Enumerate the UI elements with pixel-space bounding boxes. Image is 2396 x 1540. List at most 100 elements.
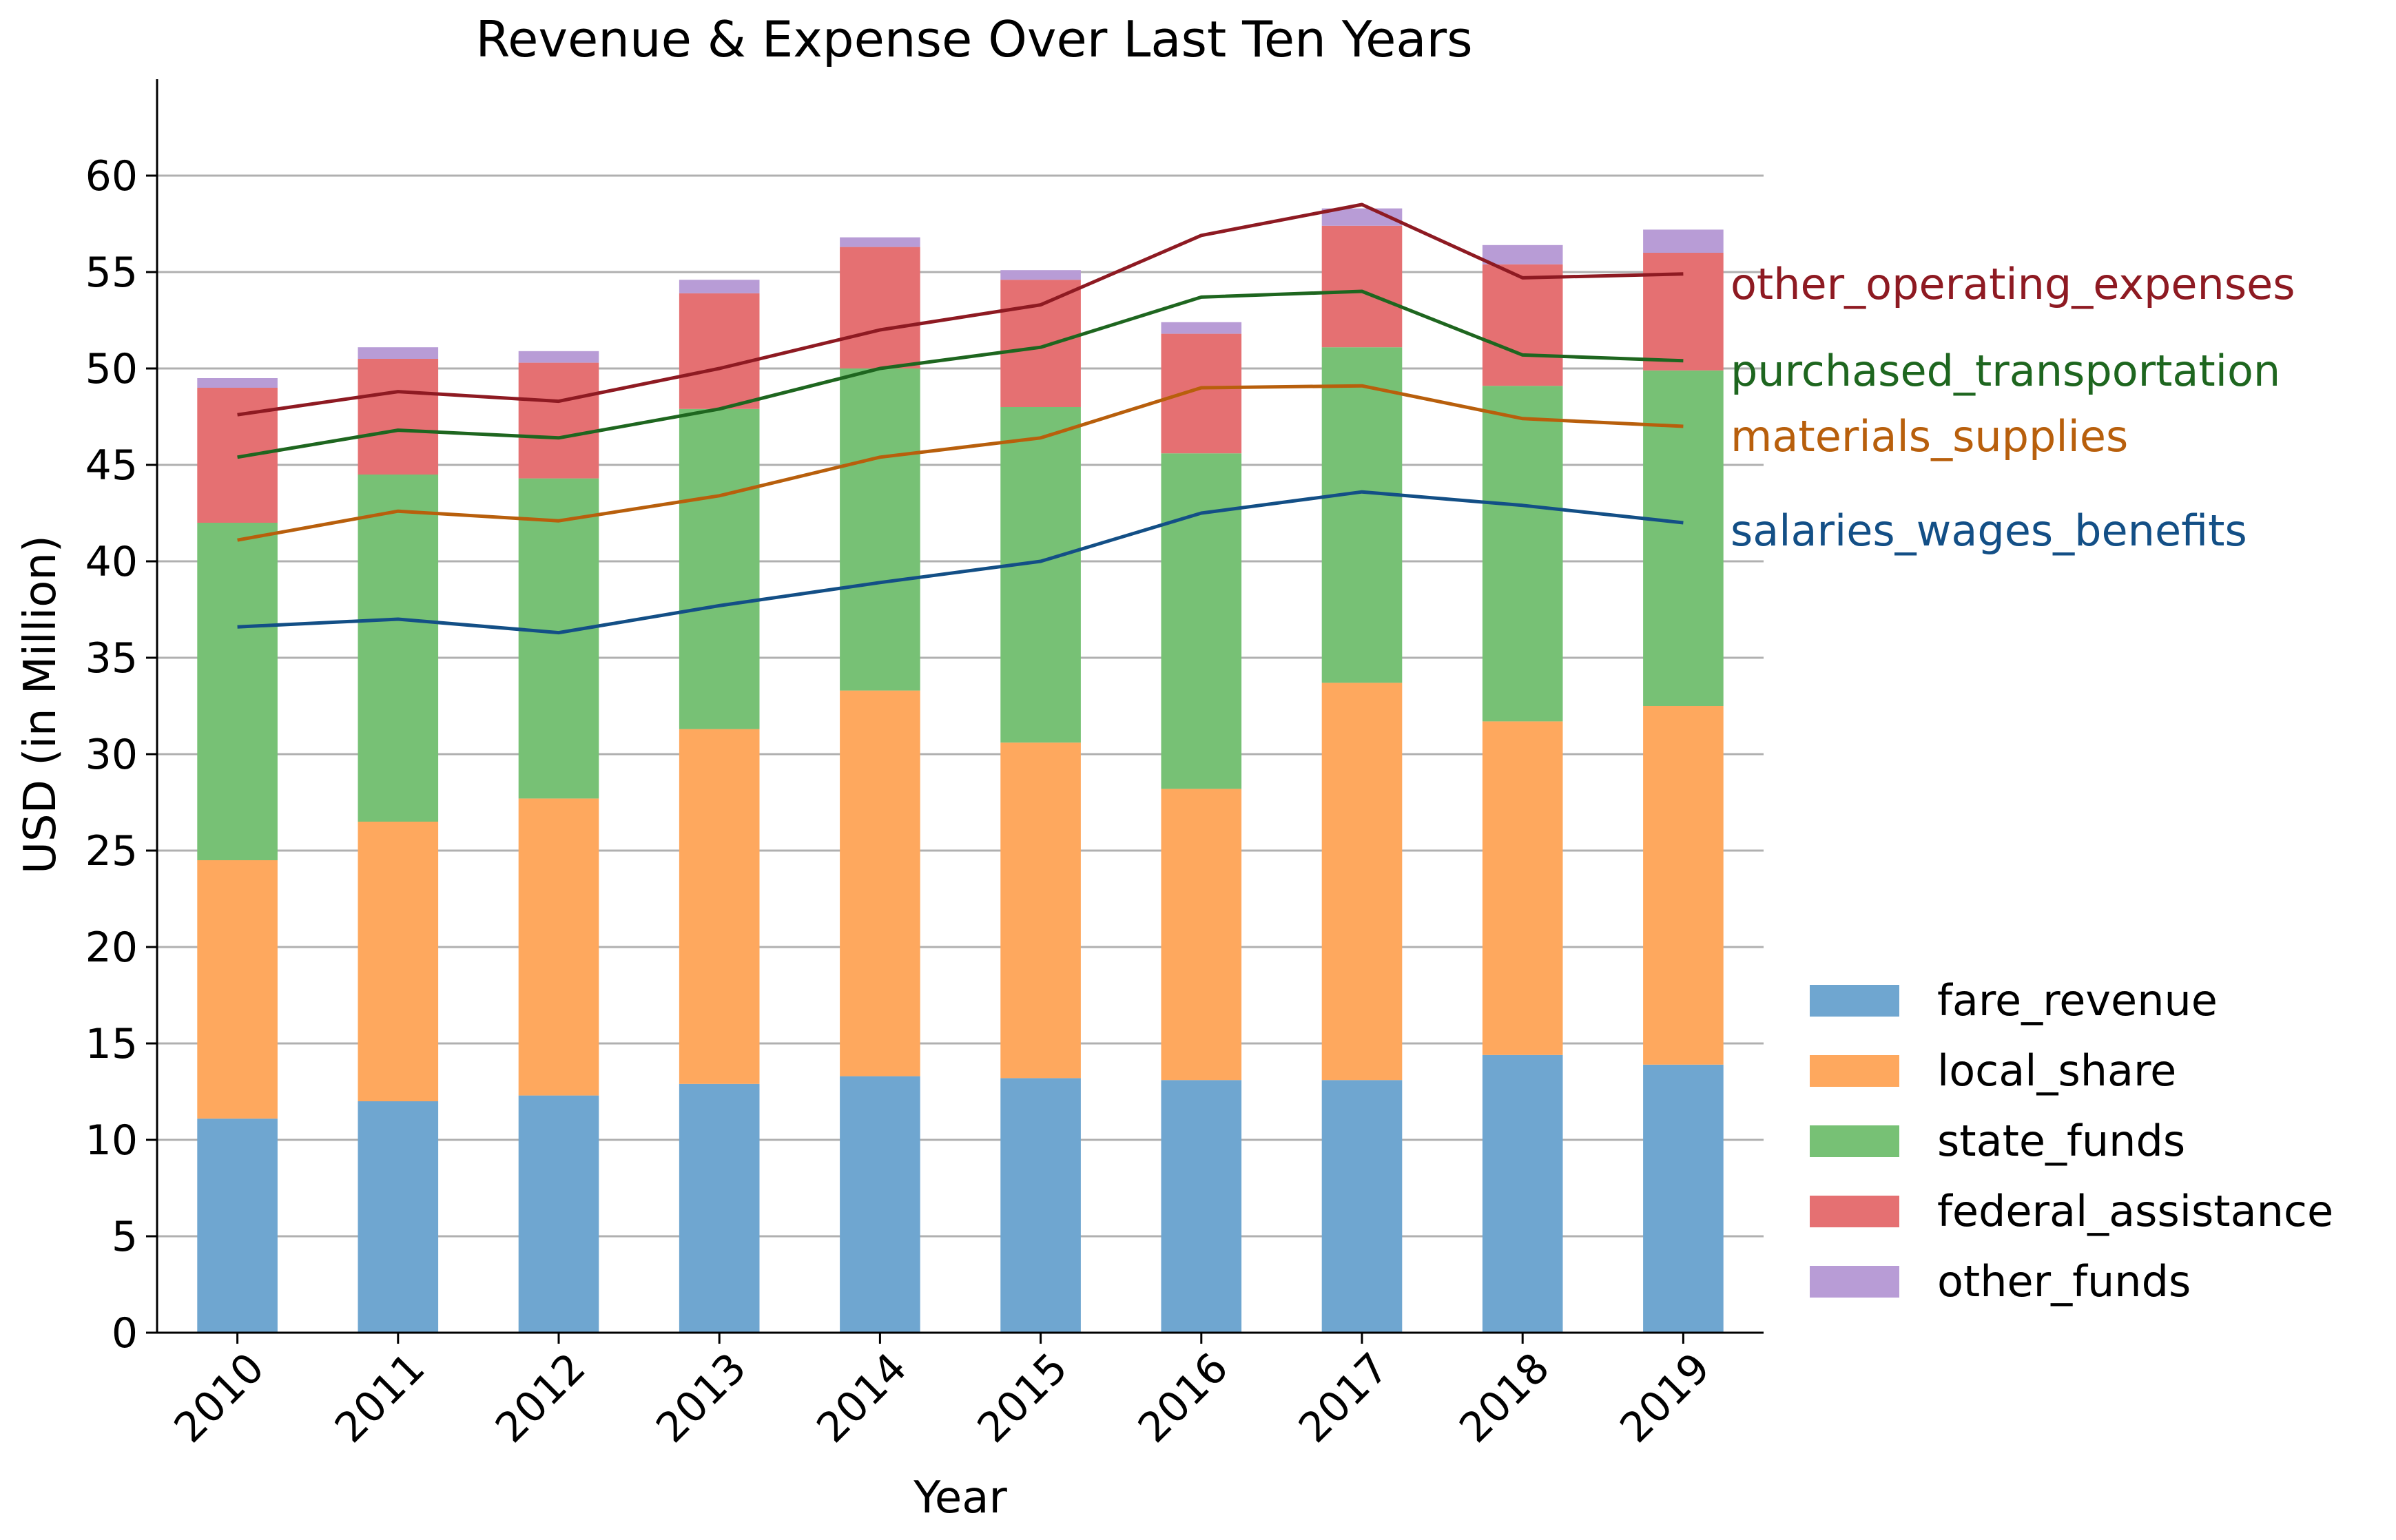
bar-segment-other_funds <box>1000 270 1081 280</box>
legend-label-other_funds: other_funds <box>1937 1256 2191 1307</box>
x-tick-label: 2010 <box>165 1344 273 1452</box>
stacked-bars <box>197 208 1724 1333</box>
y-tick-label: 50 <box>85 345 138 393</box>
bar-segment-other_funds <box>197 378 278 388</box>
x-tick-label: 2012 <box>486 1344 595 1452</box>
bar-segment-other_funds <box>518 351 599 363</box>
x-tick-label: 2018 <box>1450 1344 1558 1452</box>
x-tick-label: 2015 <box>969 1344 1077 1452</box>
line-label-purchased_transportation: purchased_transportation <box>1731 346 2280 396</box>
bar-segment-fare_revenue <box>358 1101 439 1333</box>
bar-segment-fare_revenue <box>1321 1080 1403 1333</box>
bar-segment-state_funds <box>840 368 920 691</box>
bar-segment-federal_assistance <box>1161 333 1242 454</box>
line-other_operating_expenses <box>237 202 1684 417</box>
bar-segment-other_funds <box>840 237 920 247</box>
chart-title: Revenue & Expense Over Last Ten Years <box>475 10 1472 68</box>
bar-segment-other_funds <box>358 347 439 359</box>
x-tick-label: 2011 <box>326 1344 434 1452</box>
y-tick-label: 0 <box>112 1309 138 1357</box>
y-tick-label: 45 <box>85 441 138 490</box>
bar-segment-local_share <box>679 729 760 1084</box>
bar-segment-federal_assistance <box>1482 264 1563 386</box>
bar-segment-local_share <box>840 690 920 1076</box>
bar-segment-fare_revenue <box>518 1095 599 1333</box>
x-axis-ticks: 2010 2011 2012 2013 2014 2015 2016 2017 2018 2019 <box>165 1333 1719 1453</box>
y-tick-label: 5 <box>112 1213 138 1261</box>
bar-segment-state_funds <box>197 523 278 860</box>
bar-segment-fare_revenue <box>679 1083 760 1333</box>
bar-segment-fare_revenue <box>1482 1054 1563 1333</box>
x-axis-label: Year <box>913 1473 1007 1523</box>
bar-segment-fare_revenue <box>840 1076 920 1333</box>
legend-swatch-state_funds <box>1810 1125 1899 1157</box>
y-tick-label: 30 <box>85 731 138 779</box>
legend-swatch-other_funds <box>1810 1266 1899 1298</box>
expense-lines <box>237 202 1684 635</box>
x-tick-label: 2013 <box>647 1344 755 1452</box>
line-materials_supplies <box>237 384 1684 542</box>
bar-segment-local_share <box>1643 706 1724 1065</box>
y-axis-label: USD (in Million) <box>15 535 66 874</box>
bar-segment-local_share <box>1161 789 1242 1081</box>
bar-segment-local_share <box>1000 742 1081 1079</box>
y-tick-label: 55 <box>85 249 138 297</box>
y-tick-label: 25 <box>85 827 138 875</box>
bar-segment-other_funds <box>1482 244 1563 264</box>
bar-segment-state_funds <box>1643 370 1724 706</box>
y-axis-ticks: 0 5 10 15 20 25 30 35 40 45 50 55 60 <box>85 152 157 1357</box>
legend-label-state_funds: state_funds <box>1937 1116 2185 1166</box>
bar-segment-other_funds <box>1643 229 1724 253</box>
bar-segment-fare_revenue <box>1000 1078 1081 1333</box>
bar-segment-federal_assistance <box>1321 225 1403 348</box>
x-tick-label: 2017 <box>1290 1344 1398 1452</box>
axes <box>156 79 1764 1334</box>
line-salaries_wages_benefits <box>237 490 1684 635</box>
bar-segment-fare_revenue <box>1643 1064 1724 1333</box>
bar-segment-federal_assistance <box>358 359 439 475</box>
bar-segment-federal_assistance <box>1643 253 1724 371</box>
legend-swatch-federal_assistance <box>1810 1196 1899 1227</box>
y-tick-label: 60 <box>85 152 138 200</box>
bar-segment-state_funds <box>1482 386 1563 722</box>
bar-segment-state_funds <box>1321 347 1403 683</box>
legend-label-federal_assistance: federal_assistance <box>1937 1186 2333 1236</box>
y-tick-label: 35 <box>85 634 138 683</box>
bar-segment-local_share <box>197 860 278 1119</box>
bar-segment-state_funds <box>1000 407 1081 743</box>
x-tick-label: 2014 <box>808 1344 916 1452</box>
legend-label-local_share: local_share <box>1937 1045 2176 1096</box>
bar-segment-state_funds <box>358 475 439 822</box>
bar-segment-local_share <box>358 822 439 1101</box>
line-label-salaries_wages_benefits: salaries_wages_benefits <box>1731 506 2247 556</box>
bar-segment-other_funds <box>679 280 760 293</box>
bar-segment-state_funds <box>1161 453 1242 789</box>
y-tick-label: 15 <box>85 1020 138 1068</box>
y-tick-label: 10 <box>85 1116 138 1165</box>
line-label-materials_supplies: materials_supplies <box>1731 411 2128 461</box>
y-tick-label: 20 <box>85 924 138 972</box>
bar-segment-local_share <box>518 798 599 1096</box>
legend-swatch-local_share <box>1810 1055 1899 1087</box>
x-tick-label: 2019 <box>1611 1344 1719 1452</box>
bar-segment-other_funds <box>1161 322 1242 334</box>
bar-segment-federal_assistance <box>679 293 760 409</box>
bar-segment-state_funds <box>518 478 599 799</box>
legend: fare_revenue local_share state_fundsfedera… <box>1810 975 2333 1307</box>
line-purchased_transportation <box>237 289 1684 459</box>
bar-segment-fare_revenue <box>197 1118 278 1333</box>
bar-segment-federal_assistance <box>518 362 599 479</box>
legend-swatch-fare_revenue <box>1810 985 1899 1017</box>
y-tick-label: 40 <box>85 538 138 586</box>
legend-label-fare_revenue: fare_revenue <box>1937 975 2218 1026</box>
bar-segment-local_share <box>1321 683 1403 1081</box>
line-label-other_operating_expenses: other_operating_expenses <box>1731 259 2295 309</box>
bar-segment-federal_assistance <box>197 388 278 523</box>
x-tick-label: 2016 <box>1129 1344 1237 1452</box>
bar-segment-federal_assistance <box>1000 280 1081 407</box>
bar-segment-state_funds <box>679 408 760 729</box>
line-labels: salaries_wages_benefits materials_supplie… <box>1731 259 2295 556</box>
bar-segment-local_share <box>1482 721 1563 1055</box>
bar-segment-fare_revenue <box>1161 1080 1242 1333</box>
